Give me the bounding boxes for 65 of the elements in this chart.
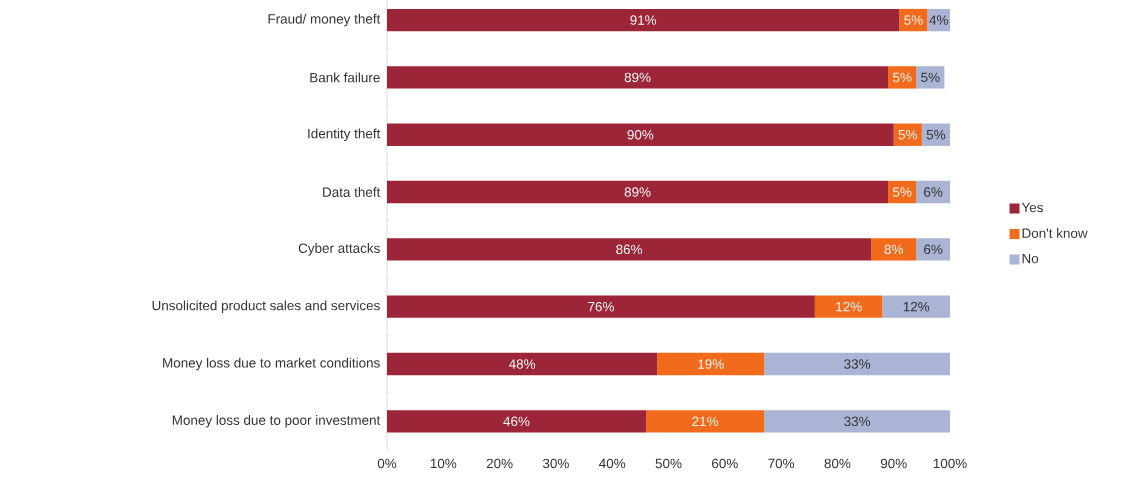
data-label: 5% bbox=[921, 72, 940, 83]
data-label: 5% bbox=[926, 129, 946, 140]
x-tick-label: 80% bbox=[824, 458, 851, 469]
data-label: 5% bbox=[892, 72, 912, 83]
bar bbox=[387, 8, 900, 32]
data-label: 4% bbox=[929, 15, 948, 25]
x-tick-label: 40% bbox=[599, 458, 626, 469]
bar bbox=[882, 295, 951, 318]
x-tick-label: 10% bbox=[430, 458, 457, 469]
data-label: 86% bbox=[616, 244, 643, 255]
y-tick-label: Identity theft bbox=[308, 128, 381, 141]
x-tick-label: 0% bbox=[377, 458, 397, 469]
x-tick-label: 70% bbox=[768, 458, 795, 469]
y-tick-label: Unsolicited product sales and services bbox=[152, 300, 380, 313]
y-tick-label: Money loss due to market conditions bbox=[163, 357, 380, 371]
bar bbox=[387, 410, 646, 433]
data-label: 89% bbox=[624, 72, 651, 83]
data-label: 8% bbox=[884, 244, 903, 255]
x-tick-label: 90% bbox=[880, 458, 907, 469]
bar bbox=[387, 295, 815, 318]
bar bbox=[871, 238, 917, 261]
data-label: 6% bbox=[924, 244, 943, 255]
data-label: 33% bbox=[844, 359, 871, 369]
data-label: 33% bbox=[844, 416, 871, 427]
data-label: 76% bbox=[588, 301, 614, 312]
data-label: 48% bbox=[508, 359, 536, 369]
bar bbox=[387, 123, 894, 146]
legend-label: No bbox=[1022, 253, 1039, 264]
data-label: 5% bbox=[904, 15, 923, 25]
y-tick-label: Fraud/ money theft bbox=[268, 13, 381, 27]
bar bbox=[814, 295, 883, 318]
bar bbox=[387, 352, 658, 376]
bar bbox=[387, 238, 872, 261]
bar bbox=[916, 180, 951, 204]
y-tick-label: Bank failure bbox=[310, 72, 380, 83]
bar bbox=[916, 66, 945, 89]
x-tick-label: 60% bbox=[712, 458, 738, 469]
data-label: 46% bbox=[503, 416, 530, 427]
bar bbox=[764, 410, 951, 433]
y-tick-label: Data theft bbox=[323, 187, 381, 197]
data-label: 12% bbox=[903, 301, 930, 312]
bar bbox=[764, 352, 951, 376]
bar bbox=[387, 66, 889, 89]
y-tick-label: Money loss due to poor investment bbox=[172, 415, 381, 428]
bar bbox=[916, 238, 951, 261]
legend-label: Don't know bbox=[1022, 228, 1088, 238]
y-tick-label: Cyber attacks bbox=[298, 243, 380, 256]
bar bbox=[888, 66, 917, 89]
data-label: 21% bbox=[692, 416, 719, 427]
data-label: 6% bbox=[924, 187, 943, 197]
data-label: 12% bbox=[836, 301, 862, 312]
data-label: 89% bbox=[624, 187, 651, 197]
x-tick-label: 30% bbox=[542, 458, 569, 469]
data-label: 5% bbox=[898, 129, 918, 140]
bar bbox=[657, 352, 765, 376]
x-tick-label: 100% bbox=[933, 458, 967, 469]
data-label: 91% bbox=[630, 15, 657, 25]
data-label: 19% bbox=[698, 359, 724, 369]
bar bbox=[387, 180, 889, 204]
data-label: 90% bbox=[627, 129, 654, 140]
x-tick-label: 20% bbox=[486, 458, 513, 469]
x-tick-label: 50% bbox=[655, 458, 682, 469]
data-label: 5% bbox=[892, 187, 912, 197]
legend-label: Yes bbox=[1021, 202, 1043, 213]
bar bbox=[645, 410, 765, 433]
